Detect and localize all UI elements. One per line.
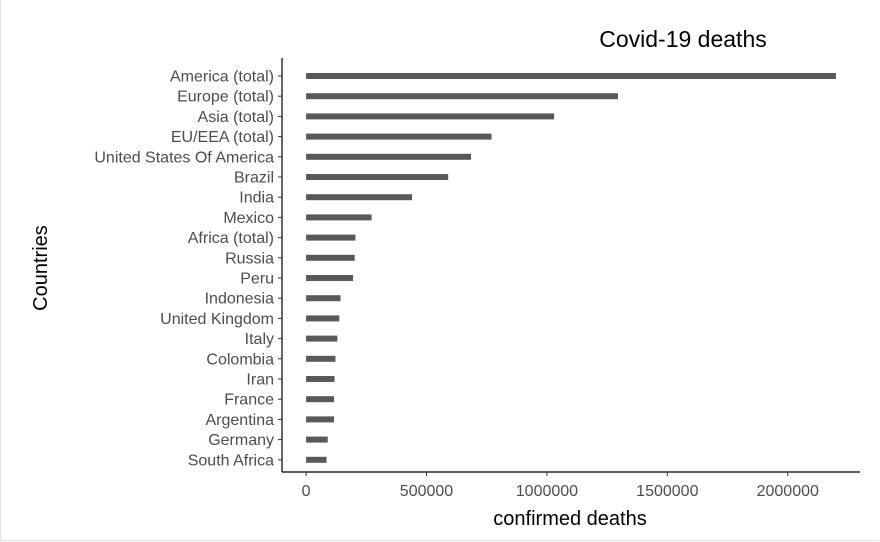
y-tick-label: EU/EEA (total) (171, 129, 274, 146)
y-tick-label: United Kingdom (160, 311, 274, 328)
bar-france (306, 396, 335, 403)
x-axis-title: confirmed deaths (493, 508, 646, 530)
y-tick-label: America (total) (170, 69, 274, 86)
bar-india (306, 194, 413, 201)
y-tick-label: Russia (225, 250, 274, 267)
bars-group (306, 73, 836, 463)
x-tick-label: 2000000 (757, 483, 819, 500)
y-tick-label: Italy (245, 331, 274, 348)
bar-america-total (306, 73, 836, 79)
bar-argentina (306, 416, 335, 423)
y-tick-label: Brazil (234, 170, 274, 187)
x-tick-label: 1500000 (636, 483, 698, 500)
bar-colombia (306, 355, 336, 362)
x-tick-label: 1000000 (516, 483, 578, 500)
y-tick-label: Asia (total) (198, 109, 274, 126)
bar-peru (306, 275, 354, 281)
y-tick-label: France (224, 392, 274, 409)
bar-germany (306, 436, 328, 443)
y-tick-label: Africa (total) (188, 230, 274, 247)
y-axis-title: Countries (30, 225, 52, 311)
bar-brazil (306, 174, 449, 180)
x-tick-label: 0 (302, 483, 311, 500)
y-tick-label: United States Of America (94, 149, 274, 166)
bar-eu-eea-total (306, 133, 492, 140)
x-tick-label: 500000 (400, 483, 453, 500)
y-tick-label: South Africa (188, 452, 274, 469)
bar-iran (306, 376, 335, 382)
bar-africa-total (306, 234, 356, 241)
bar-indonesia (306, 295, 341, 302)
bar-asia-total (306, 113, 555, 120)
y-tick-label: India (239, 190, 274, 207)
y-tick-label: Germany (208, 432, 274, 449)
y-tick-label: Peru (240, 271, 274, 288)
y-tick-label: Argentina (206, 412, 275, 429)
y-axis: America (total) Europe (total) Asia (total… (94, 58, 283, 472)
bar-europe-total (306, 93, 618, 100)
bar-italy (306, 335, 338, 342)
bar-russia (306, 254, 355, 261)
bar-south-africa (306, 456, 327, 463)
bar-united-states-of-america (306, 153, 472, 160)
y-tick-label: Indonesia (205, 291, 274, 308)
x-axis: 0 500000 1000000 1500000 2000000 (282, 471, 860, 500)
bar-mexico (306, 214, 372, 221)
y-tick-label: Europe (total) (177, 89, 274, 106)
y-tick-label: Iran (246, 372, 274, 389)
bar-united-kingdom (306, 315, 340, 322)
y-tick-label: Mexico (223, 210, 274, 227)
chart-title: Covid-19 deaths (599, 26, 767, 52)
y-tick-label: Colombia (206, 351, 274, 368)
